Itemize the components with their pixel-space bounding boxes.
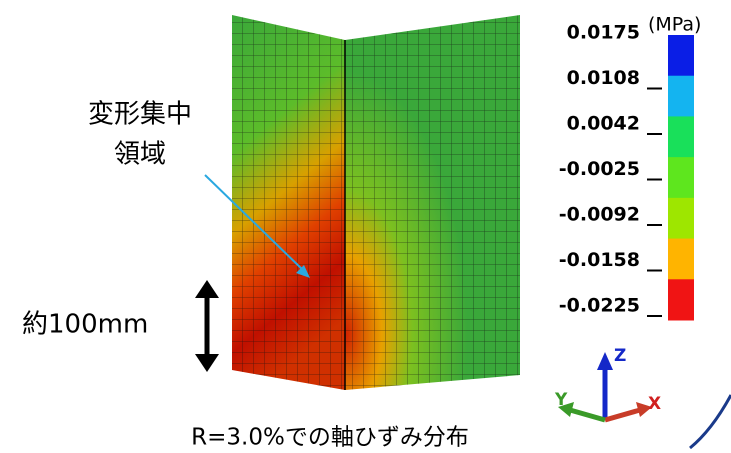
region-label: 領域 <box>114 140 166 170</box>
legend-band <box>668 279 694 320</box>
region-label: 変形集中 <box>88 100 192 130</box>
legend-label: -0.0158 <box>559 249 640 271</box>
legend-label: -0.0092 <box>559 204 640 226</box>
dimension-arrow <box>195 280 219 372</box>
legend: (MPa) 0.0175 0.0108 0.0042 -0.0025 -0.0092 -0… <box>559 14 702 321</box>
axis-z: Z <box>614 346 626 366</box>
legend-label: -0.0225 <box>559 295 640 317</box>
decor-arc <box>690 395 731 448</box>
legend-unit: (MPa) <box>648 14 701 36</box>
legend-label: 0.0108 <box>567 67 640 89</box>
legend-label: 0.0175 <box>567 22 640 44</box>
legend-band <box>668 35 694 76</box>
legend-band <box>668 239 694 280</box>
legend-band <box>668 76 694 117</box>
axis-x: X <box>648 394 661 414</box>
caption: R=3.0%での軸ひずみ分布 <box>191 425 469 451</box>
figure: 変形集中 領域 約100mm (MPa) 0.0175 0.0108 0.0042 -… <box>0 0 731 453</box>
axis-y: Y <box>554 390 568 410</box>
axis-triad: Z Y X <box>554 346 661 420</box>
legend-label: -0.0025 <box>559 158 640 180</box>
legend-band <box>668 198 694 239</box>
legend-band <box>668 116 694 157</box>
fe-model <box>232 15 520 390</box>
legend-band <box>668 157 694 198</box>
legend-label: 0.0042 <box>567 113 640 135</box>
dimension-label: 約100mm <box>22 310 148 340</box>
